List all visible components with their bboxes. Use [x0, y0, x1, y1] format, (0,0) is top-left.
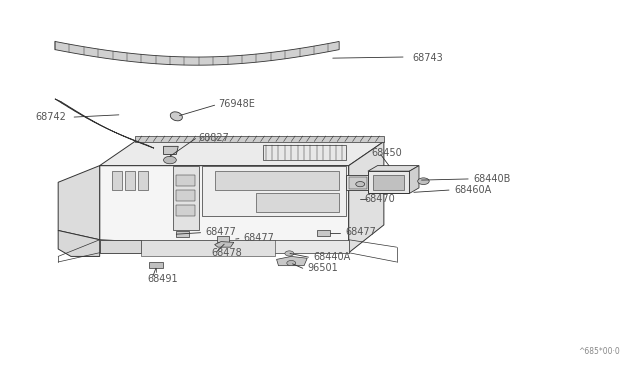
Polygon shape: [202, 166, 346, 216]
Polygon shape: [368, 171, 410, 193]
Bar: [149, 262, 163, 268]
Text: 68477: 68477: [205, 227, 236, 237]
Polygon shape: [55, 41, 339, 65]
Text: 68827: 68827: [198, 133, 230, 143]
Polygon shape: [164, 146, 178, 154]
Text: ^685*00·0: ^685*00·0: [579, 347, 620, 356]
Polygon shape: [113, 171, 122, 190]
Polygon shape: [176, 175, 195, 186]
Circle shape: [287, 260, 296, 266]
Text: 68470: 68470: [365, 194, 396, 204]
Text: 68478: 68478: [211, 248, 242, 258]
Text: 68450: 68450: [371, 148, 402, 158]
Circle shape: [356, 182, 365, 187]
Polygon shape: [135, 136, 384, 141]
Polygon shape: [262, 145, 346, 160]
Polygon shape: [173, 166, 198, 231]
Text: 68743: 68743: [413, 53, 444, 63]
Text: 68742: 68742: [36, 112, 67, 122]
Polygon shape: [138, 171, 148, 190]
Bar: [216, 236, 229, 242]
Polygon shape: [55, 99, 154, 148]
Polygon shape: [276, 256, 307, 266]
Polygon shape: [368, 166, 419, 171]
Ellipse shape: [170, 112, 182, 121]
Polygon shape: [100, 141, 384, 166]
Circle shape: [285, 251, 294, 256]
Text: 68477: 68477: [346, 227, 376, 237]
Polygon shape: [100, 240, 141, 253]
Text: 68440A: 68440A: [314, 252, 351, 262]
Text: 96501: 96501: [307, 263, 338, 273]
Polygon shape: [214, 241, 234, 247]
Polygon shape: [141, 240, 275, 256]
Text: 68491: 68491: [148, 274, 178, 284]
Polygon shape: [256, 193, 339, 212]
Text: 68460A: 68460A: [454, 185, 492, 195]
Polygon shape: [349, 177, 367, 189]
Polygon shape: [410, 166, 419, 193]
Text: 76948E: 76948E: [218, 99, 255, 109]
Polygon shape: [100, 240, 349, 253]
Text: 68477: 68477: [243, 233, 275, 243]
Polygon shape: [58, 166, 100, 240]
Polygon shape: [100, 166, 349, 253]
Polygon shape: [214, 171, 339, 190]
Text: 68440B: 68440B: [473, 174, 511, 184]
Polygon shape: [349, 141, 384, 253]
Polygon shape: [373, 175, 404, 190]
Circle shape: [164, 156, 176, 164]
Polygon shape: [176, 205, 195, 216]
Polygon shape: [125, 171, 135, 190]
Bar: [176, 231, 189, 237]
Polygon shape: [58, 231, 100, 256]
Polygon shape: [176, 190, 195, 201]
Circle shape: [418, 178, 429, 185]
Bar: [317, 230, 330, 236]
Polygon shape: [346, 175, 368, 190]
